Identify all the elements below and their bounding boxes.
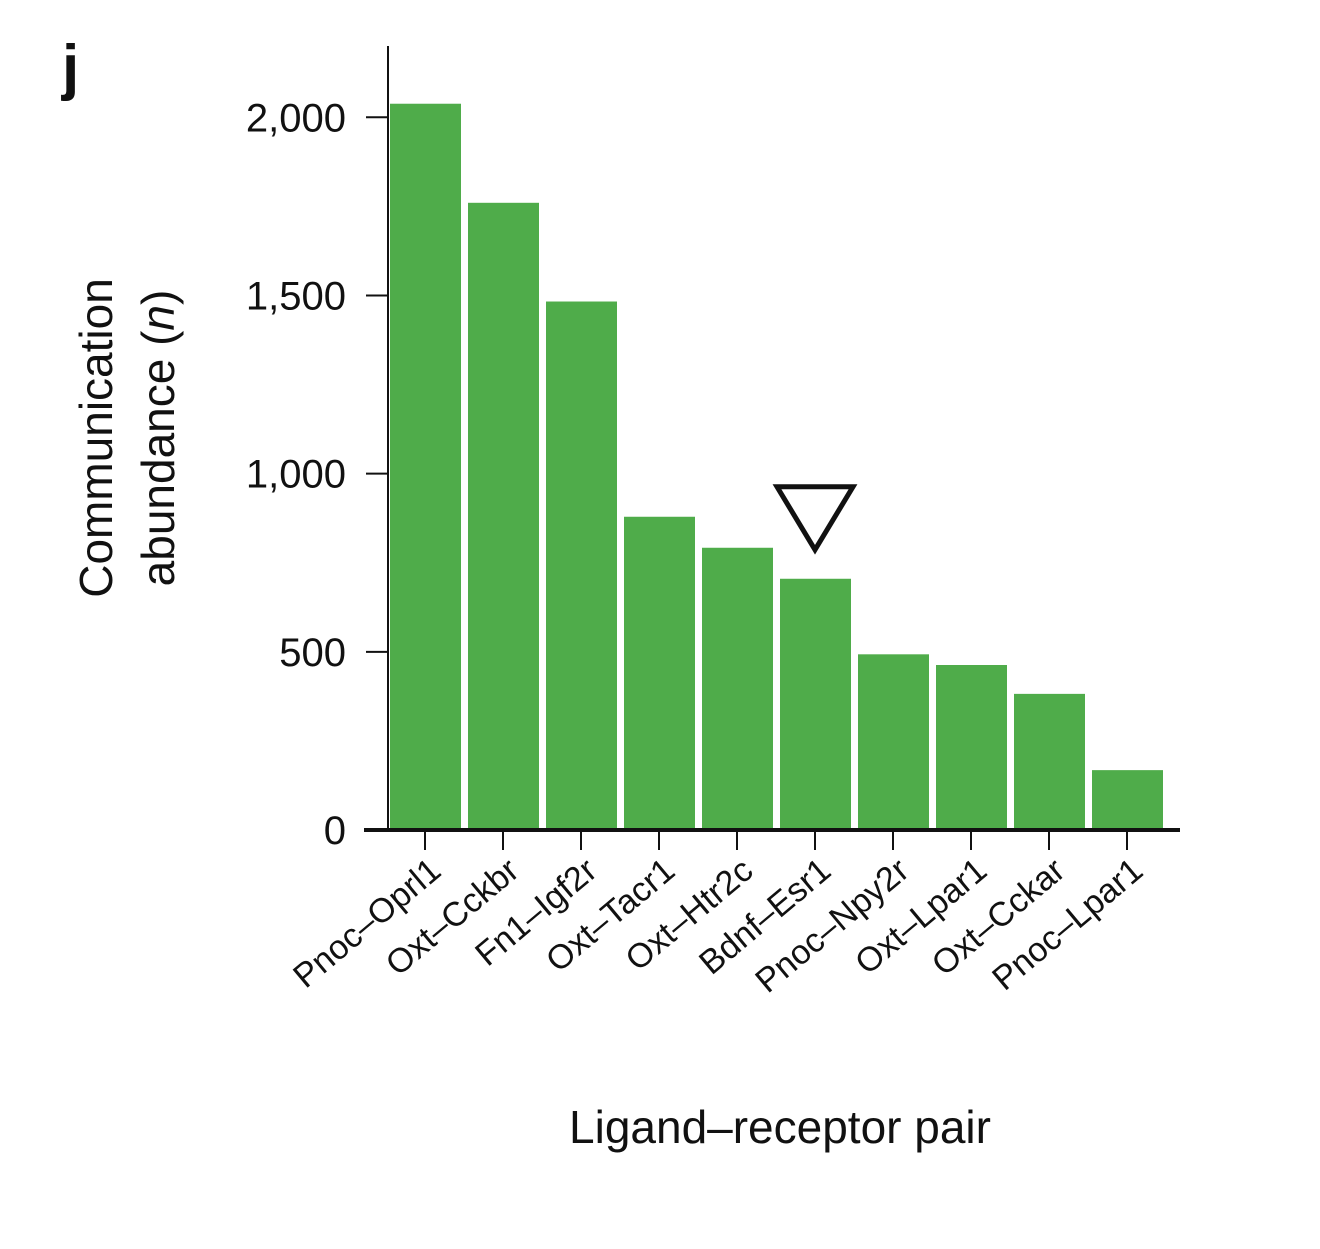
bar — [936, 665, 1007, 830]
y-tick-label: 1,000 — [246, 453, 346, 497]
bar — [546, 301, 617, 831]
y-axis-label-line2: abundance (n) — [132, 290, 184, 587]
triangle-marker-icon — [772, 484, 858, 555]
bar — [780, 578, 851, 830]
y-axis-label-line1: Communication — [70, 278, 122, 598]
y-tick-label: 2,000 — [246, 96, 346, 140]
bar — [858, 654, 929, 830]
bar — [624, 516, 695, 830]
x-axis-label: Ligand–receptor pair — [569, 1101, 991, 1153]
bar — [1092, 770, 1163, 830]
bar — [1014, 693, 1085, 830]
y-tick-label: 1,500 — [246, 274, 346, 318]
bar — [468, 202, 539, 831]
y-tick-label: 500 — [279, 631, 346, 675]
bar — [702, 547, 773, 830]
y-tick-label: 0 — [324, 809, 346, 853]
bar — [390, 103, 461, 831]
panel-label: j — [61, 33, 79, 102]
